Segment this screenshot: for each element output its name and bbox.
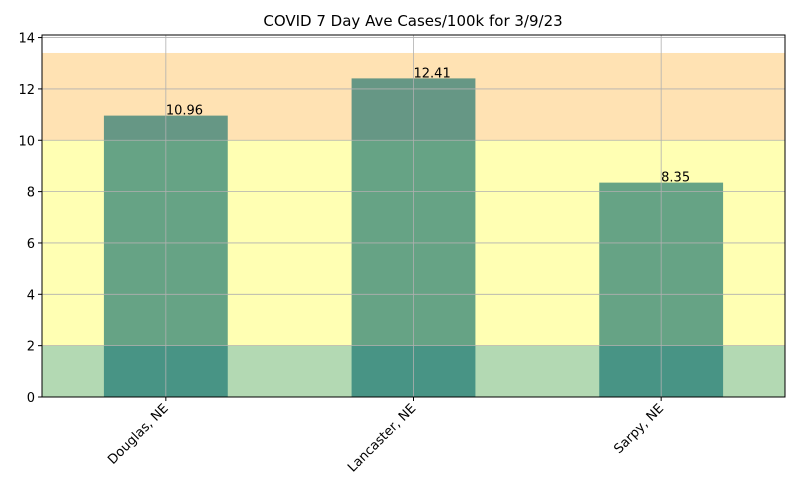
y-tick-label-1: 2	[27, 340, 35, 355]
y-tick-label-0: 0	[27, 391, 35, 406]
x-tick-label-1: Lancaster, NE	[345, 401, 419, 475]
y-tick-label-4: 8	[27, 186, 35, 201]
data-label-0: 10.96	[166, 104, 203, 119]
x-tick-label-0: Douglas, NE	[105, 401, 171, 467]
y-tick-label-6: 12	[18, 83, 35, 98]
data-labels: 10.96 12.41 8.35	[166, 66, 690, 185]
y-tick-label-7: 14	[18, 32, 35, 47]
x-tick-label-2: Sarpy, NE	[611, 401, 667, 457]
y-tick-label-3: 6	[27, 237, 35, 252]
y-tick-label-5: 10	[18, 134, 35, 149]
y-tick-label-2: 4	[27, 288, 35, 303]
data-label-2: 8.35	[661, 171, 690, 186]
y-axis: 0 2 4 6 8 10 12 14	[18, 32, 42, 406]
data-label-1: 12.41	[414, 66, 451, 81]
x-axis: Douglas, NE Lancaster, NE Sarpy, NE	[105, 397, 667, 475]
chart-title: COVID 7 Day Ave Cases/100k for 3/9/23	[263, 12, 562, 30]
